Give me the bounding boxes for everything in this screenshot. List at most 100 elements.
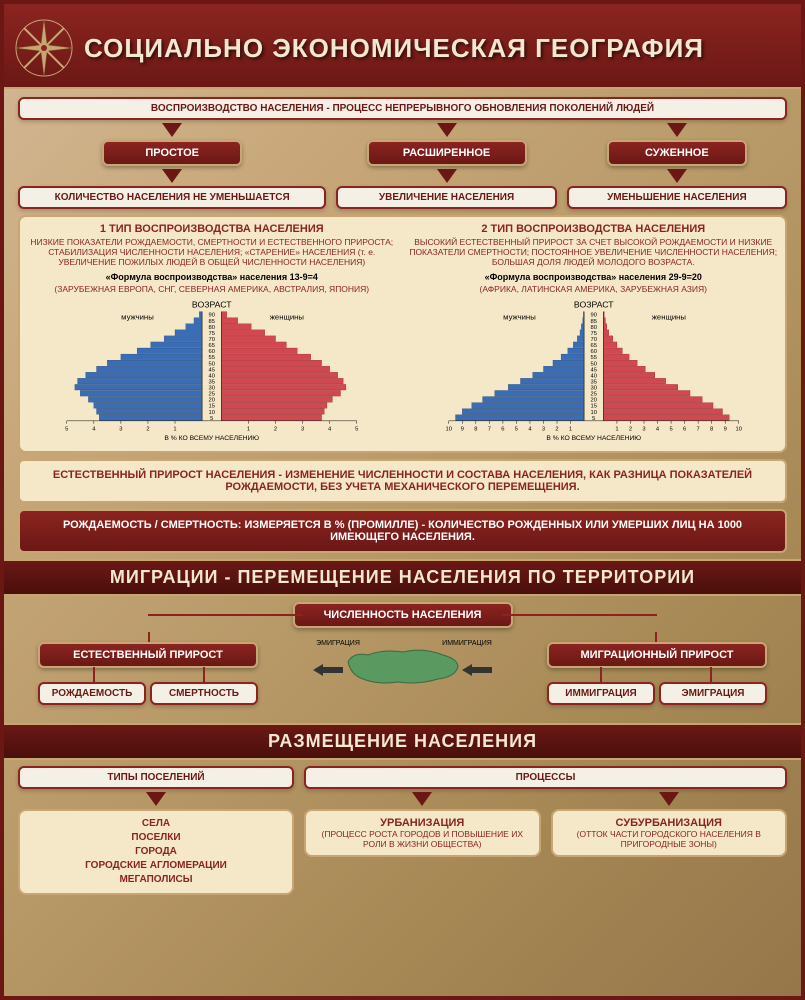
emigration-box: ЭМИГРАЦИЯ <box>659 682 767 705</box>
suburbanization-desc: (ОТТОК ЧАСТИ ГОРОДСКОГО НАСЕЛЕНИЯ В ПРИГ… <box>559 829 780 849</box>
subtype-simple: КОЛИЧЕСТВО НАСЕЛЕНИЯ НЕ УМЕНЬШАЕТСЯ <box>18 186 326 209</box>
svg-text:75: 75 <box>590 330 596 336</box>
svg-text:40: 40 <box>590 373 596 379</box>
svg-text:3: 3 <box>119 426 122 432</box>
type1-desc: НИЗКИЕ ПОКАЗАТЕЛИ РОЖДАЕМОСТИ, СМЕРТНОСТ… <box>26 237 398 268</box>
type1-regions: (ЗАРУБЕЖНАЯ ЕВРОПА, СНГ, СЕВЕРНАЯ АМЕРИК… <box>54 284 369 294</box>
natural-growth-box: ЕСТЕСТВЕННЫЙ ПРИРОСТ <box>38 642 258 668</box>
suburbanization-title: СУБУРБАНИЗАЦИЯ <box>559 817 780 829</box>
svg-text:60: 60 <box>590 349 596 355</box>
svg-text:9: 9 <box>723 426 726 432</box>
type-simple: ПРОСТОЕ <box>102 140 242 166</box>
type1-title: 1 ТИП ВОСПРОИЗВОДСТВА НАСЕЛЕНИЯ <box>100 223 324 235</box>
svg-text:мужчины: мужчины <box>503 312 536 321</box>
svg-text:4: 4 <box>528 426 532 432</box>
svg-text:4: 4 <box>92 426 96 432</box>
svg-text:65: 65 <box>590 343 596 349</box>
svg-text:3: 3 <box>642 426 645 432</box>
svg-text:9: 9 <box>460 426 463 432</box>
svg-text:10: 10 <box>209 409 215 415</box>
svg-text:8: 8 <box>474 426 477 432</box>
settlements-title: ТИПЫ ПОСЕЛЕНИЙ <box>18 766 294 789</box>
svg-text:В % КО ВСЕМУ НАСЕЛЕНИЮ: В % КО ВСЕМУ НАСЕЛЕНИЮ <box>164 435 259 442</box>
svg-text:1: 1 <box>247 426 250 432</box>
svg-text:90: 90 <box>209 312 215 318</box>
settlements-list: СЕЛАПОСЕЛКИГОРОДАГОРОДСКИЕ АГЛОМЕРАЦИИМЕ… <box>18 809 294 895</box>
svg-text:ВОЗРАСТ: ВОЗРАСТ <box>192 300 232 310</box>
types-panel: 1 ТИП ВОСПРОИЗВОДСТВА НАСЕЛЕНИЯ НИЗКИЕ П… <box>18 215 787 453</box>
arrow-down-icon <box>659 792 679 806</box>
svg-text:25: 25 <box>209 391 215 397</box>
emig-label: ЭМИГРАЦИЯ <box>308 640 368 647</box>
svg-text:45: 45 <box>590 367 596 373</box>
migration-diagram: ЧИСЛЕННОСТЬ НАСЕЛЕНИЯ ЕСТЕСТВЕННЫЙ ПРИРО… <box>18 602 787 717</box>
svg-text:2: 2 <box>274 426 277 432</box>
svg-text:50: 50 <box>590 361 596 367</box>
svg-text:60: 60 <box>209 349 215 355</box>
svg-text:10: 10 <box>590 409 596 415</box>
arrow-left-icon <box>462 664 492 676</box>
arrow-left-icon <box>313 664 343 676</box>
subtype-extended: УВЕЛИЧЕНИЕ НАСЕЛЕНИЯ <box>336 186 556 209</box>
svg-text:55: 55 <box>209 355 215 361</box>
type2-title: 2 ТИП ВОСПРОИЗВОДСТВА НАСЕЛЕНИЯ <box>481 223 705 235</box>
svg-text:7: 7 <box>696 426 699 432</box>
migration-growth-box: МИГРАЦИОННЫЙ ПРИРОСТ <box>547 642 767 668</box>
type-narrowed: СУЖЕННОЕ <box>607 140 747 166</box>
population-box: ЧИСЛЕННОСТЬ НАСЕЛЕНИЯ <box>293 602 513 628</box>
arrow-down-icon <box>162 169 182 183</box>
svg-text:80: 80 <box>209 324 215 330</box>
svg-text:50: 50 <box>209 361 215 367</box>
arrow-down-icon <box>437 123 457 137</box>
type1-formula: «Формула воспроизводства» населения 13-9… <box>106 272 318 282</box>
processes-title: ПРОЦЕССЫ <box>304 766 787 789</box>
urbanization-title: УРБАНИЗАЦИЯ <box>312 817 533 829</box>
svg-text:3: 3 <box>301 426 304 432</box>
svg-text:мужчины: мужчины <box>121 312 154 321</box>
svg-text:4: 4 <box>328 426 332 432</box>
pyramid1: ВОЗРАСТмужчиныженщины5101520253035404550… <box>26 300 398 445</box>
pyramid2: ВОЗРАСТмужчиныженщины5101520253035404550… <box>408 300 780 445</box>
svg-text:2: 2 <box>146 426 149 432</box>
svg-text:35: 35 <box>590 379 596 385</box>
svg-text:10: 10 <box>445 426 451 432</box>
rate-def: РОЖДАЕМОСТЬ / СМЕРТНОСТЬ: ИЗМЕРЯЕТСЯ В %… <box>18 509 787 553</box>
svg-text:20: 20 <box>590 397 596 403</box>
svg-text:7: 7 <box>487 426 490 432</box>
svg-text:10: 10 <box>735 426 741 432</box>
main-definition: ВОСПРОИЗВОДСТВО НАСЕЛЕНИЯ - ПРОЦЕСС НЕПР… <box>18 97 787 120</box>
svg-text:3: 3 <box>541 426 544 432</box>
svg-text:женщины: женщины <box>651 312 686 321</box>
svg-text:6: 6 <box>501 426 504 432</box>
svg-text:15: 15 <box>590 403 596 409</box>
death-box: СМЕРТНОСТЬ <box>150 682 258 705</box>
placement-row: ТИПЫ ПОСЕЛЕНИЙ СЕЛАПОСЕЛКИГОРОДАГОРОДСКИ… <box>18 766 787 895</box>
arrow-down-icon <box>667 169 687 183</box>
svg-text:65: 65 <box>209 343 215 349</box>
svg-text:5: 5 <box>65 426 68 432</box>
arrow-down-icon <box>437 169 457 183</box>
svg-text:30: 30 <box>590 385 596 391</box>
svg-text:85: 85 <box>209 318 215 324</box>
placement-header: РАЗМЕЩЕНИЕ НАСЕЛЕНИЯ <box>4 723 801 760</box>
svg-text:ВОЗРАСТ: ВОЗРАСТ <box>573 300 613 310</box>
svg-text:5: 5 <box>514 426 517 432</box>
svg-text:20: 20 <box>209 397 215 403</box>
svg-text:5: 5 <box>669 426 672 432</box>
urbanization-desc: (ПРОЦЕСС РОСТА ГОРОДОВ И ПОВЫШЕНИЕ ИХ РО… <box>312 829 533 849</box>
svg-text:1: 1 <box>615 426 618 432</box>
svg-text:В % КО ВСЕМУ НАСЕЛЕНИЮ: В % КО ВСЕМУ НАСЕЛЕНИЮ <box>546 435 641 442</box>
svg-text:35: 35 <box>209 379 215 385</box>
type2-formula: «Формула воспроизводства» населения 29-9… <box>485 272 702 282</box>
svg-text:2: 2 <box>555 426 558 432</box>
poster: СОЦИАЛЬНО ЭКОНОМИЧЕСКАЯ ГЕОГРАФИЯ ВОСПРО… <box>0 0 805 1000</box>
svg-text:85: 85 <box>590 318 596 324</box>
arrow-down-icon <box>162 123 182 137</box>
arrow-down-icon <box>146 792 166 806</box>
svg-text:70: 70 <box>590 337 596 343</box>
svg-text:80: 80 <box>590 324 596 330</box>
header: СОЦИАЛЬНО ЭКОНОМИЧЕСКАЯ ГЕОГРАФИЯ <box>4 4 801 89</box>
svg-text:1: 1 <box>173 426 176 432</box>
immigration-box: ИММИГРАЦИЯ <box>547 682 655 705</box>
svg-text:45: 45 <box>209 367 215 373</box>
